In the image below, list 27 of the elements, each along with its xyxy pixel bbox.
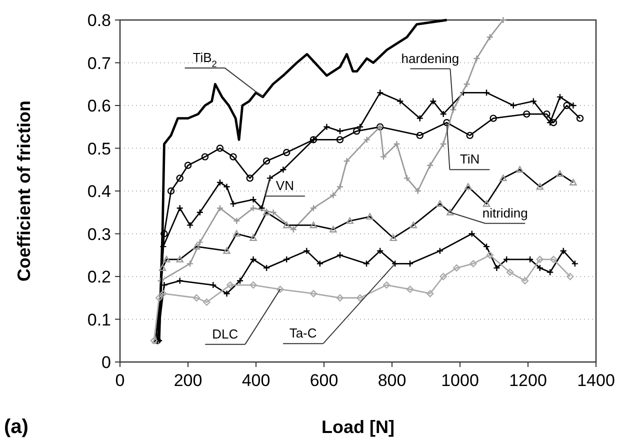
y-tick-label: 0.8 (87, 11, 111, 30)
y-axis-title: Coefficient of friction (14, 100, 34, 282)
y-tick-label: 0.4 (87, 182, 111, 201)
y-tick-label: 0.6 (87, 96, 111, 116)
y-tick-label: 0 (102, 353, 111, 372)
text: (a) (4, 416, 28, 438)
x-tick-label: 1000 (441, 371, 479, 390)
annotation: TiN (460, 152, 480, 167)
annotation: TiB$_{2}$ (192, 50, 217, 69)
x-tick-label: 600 (310, 371, 338, 390)
y-tick-label: 0.1 (87, 310, 111, 330)
x-tick-label: 800 (378, 371, 406, 390)
annotation: VN (276, 178, 294, 194)
y-tick-label: 0.5 (87, 139, 111, 158)
x-axis-title: Load [N] (322, 417, 394, 437)
annotation: DLC (212, 326, 238, 342)
annotation: nitriding (482, 205, 528, 220)
y-tick-label: 0.7 (87, 54, 111, 73)
x-tick-label: 400 (242, 371, 270, 390)
annotation: Ta-C (289, 326, 317, 341)
annotation: hardening (401, 50, 460, 66)
x-tick-label: 1200 (509, 371, 547, 390)
x-tick-label: 0 (115, 371, 125, 390)
y-tick-label: 0.3 (87, 224, 111, 244)
x-tick-label: 1400 (577, 371, 615, 390)
y-tick-label: 0.2 (87, 268, 111, 286)
x-tick-label: 200 (174, 371, 202, 390)
